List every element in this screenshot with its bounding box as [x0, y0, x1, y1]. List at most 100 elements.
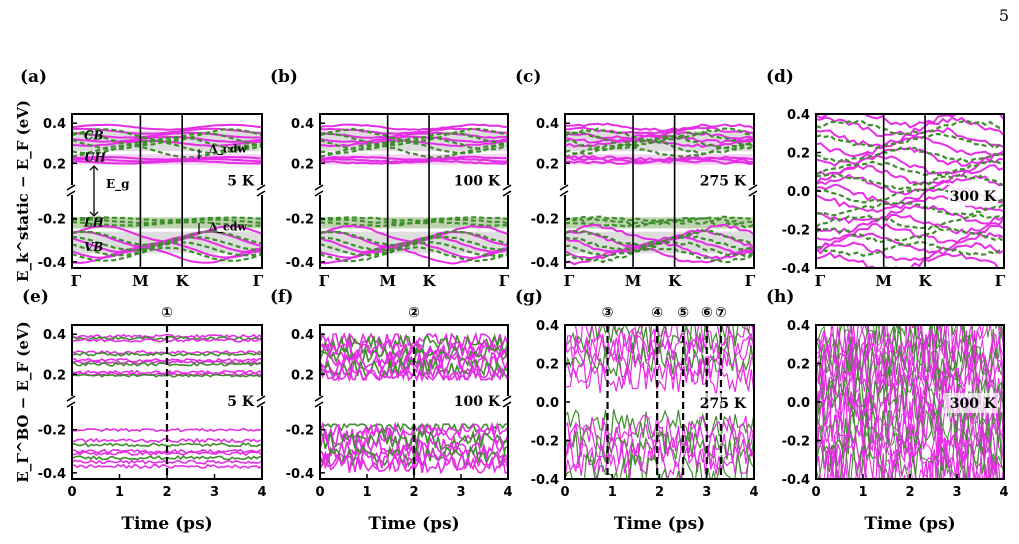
- y-tick-label: 0.0: [787, 185, 810, 200]
- y-tick-label: 0.4: [291, 328, 314, 343]
- level-trace: [565, 360, 754, 396]
- time-marker-label: ④: [651, 305, 663, 321]
- temperature-label: 300 K: [950, 189, 997, 205]
- level-trace: [565, 348, 754, 385]
- y-axis-label: E_Γ^BO − E_F (eV): [14, 321, 32, 482]
- x-tick-label: Γ: [564, 272, 575, 290]
- temp-bg: [944, 393, 998, 413]
- level-trace: [816, 341, 1004, 384]
- x-tick-label: Γ: [71, 272, 82, 290]
- level-trace: [320, 435, 508, 459]
- panel-f: 0.4 0.2 -0.2 -0.40 1 2 3 4 Time (ps) ② (f) 100 K: [270, 287, 513, 534]
- axis-break-mark: [66, 184, 76, 191]
- x-tick-label: M: [132, 272, 149, 290]
- level-trace: [816, 329, 1004, 396]
- level-trace: [816, 344, 1004, 414]
- band-cb-dashed: [565, 139, 754, 156]
- axis-break-gap: [315, 396, 325, 406]
- y-tick-label: -0.2: [286, 213, 314, 228]
- band-vb-dashed: [72, 246, 262, 262]
- temperature-label: 100 K: [454, 394, 501, 410]
- cdw-gap-label: Δ_cdw: [209, 142, 247, 156]
- axis-break-mark: [256, 190, 266, 197]
- axis-break-mark: [66, 395, 76, 402]
- x-tick-label: 1: [115, 485, 124, 500]
- panel-label: (e): [22, 287, 49, 307]
- temperature-label: 275 K: [700, 396, 747, 412]
- band-300k-dashed: [816, 200, 1004, 217]
- x-tick-label: Γ: [995, 272, 1006, 290]
- band-300k: [816, 114, 1004, 129]
- temperature-label: 300 K: [950, 396, 997, 412]
- y-tick-label: -0.2: [38, 424, 66, 439]
- band-vb-dashed: [72, 241, 262, 257]
- y-tick-label: 0.2: [291, 368, 314, 383]
- band-vb: [72, 235, 262, 254]
- band-300k: [816, 135, 1004, 158]
- band-vb: [320, 246, 508, 265]
- level-trace: [72, 450, 262, 457]
- y-tick-label: -0.2: [38, 213, 66, 228]
- band-300k: [816, 126, 1004, 149]
- x-axis-label: Time (ps): [864, 514, 955, 534]
- axis-break-gap: [749, 185, 759, 195]
- band-cb-dashed: [565, 134, 754, 152]
- y-tick-label: 0.2: [43, 368, 66, 383]
- band-uh: [72, 160, 262, 165]
- band-300k-dashed: [816, 159, 1004, 177]
- axis-break-gap: [503, 185, 513, 195]
- band-cb-dashed: [72, 143, 262, 159]
- x-axis-label: Time (ps): [614, 514, 705, 534]
- band-cb: [320, 123, 508, 132]
- band-cb-dashed: [72, 139, 262, 155]
- y-tick-label: 0.2: [787, 358, 810, 373]
- page-number: 5: [998, 6, 1009, 25]
- y-tick-label: -0.4: [782, 473, 810, 488]
- band-cb: [72, 123, 262, 131]
- band-300k-dashed: [816, 146, 1004, 163]
- band-cb: [72, 131, 262, 139]
- plot-area: [320, 123, 508, 265]
- x-tick-label: K: [423, 272, 437, 290]
- axis-break-gap: [67, 185, 77, 195]
- x-tick-label: 3: [702, 485, 711, 500]
- level-trace: [320, 428, 508, 453]
- x-axis-label: Time (ps): [121, 514, 212, 534]
- plot-area: [565, 325, 754, 479]
- level-trace: [565, 429, 754, 466]
- x-tick-label: M: [625, 272, 642, 290]
- axis-break-mark: [748, 184, 758, 191]
- y-tick-label: -0.2: [782, 435, 810, 450]
- gap-label: E_g: [106, 177, 130, 192]
- axis-break-gap: [315, 185, 325, 195]
- x-tick-label: 1: [608, 485, 617, 500]
- y-tick-label: -0.2: [782, 224, 810, 239]
- x-tick-label: 3: [456, 485, 465, 500]
- band-300k-dashed: [816, 227, 1004, 244]
- y-tick-label: -0.4: [286, 256, 314, 271]
- level-trace: [72, 442, 262, 448]
- y-tick-label: -0.4: [531, 473, 559, 488]
- plot-area: [72, 333, 262, 470]
- lh-shade: [72, 217, 262, 229]
- x-tick-label: M: [379, 272, 396, 290]
- y-tick-label: -0.2: [531, 435, 559, 450]
- x-tick-label: 4: [257, 485, 266, 500]
- panel-c: 0.4 0.2 -0.2 -0.4 Γ M K Γ (c) 275 K: [515, 67, 759, 290]
- level-trace: [72, 463, 262, 470]
- band-300k-dashed: [816, 186, 1004, 204]
- band-cb: [565, 134, 754, 145]
- panel-label: (c): [515, 67, 541, 87]
- band-vb: [565, 245, 754, 266]
- axis-break-mark: [256, 184, 266, 191]
- plot-area: [816, 114, 1004, 268]
- level-trace: [816, 365, 1004, 404]
- band-cb: [320, 135, 508, 144]
- y-tick-label: 0.0: [787, 396, 810, 411]
- band-300k-dashed: [816, 119, 1004, 136]
- x-tick-label: 2: [905, 485, 914, 500]
- y-tick-label: 0.2: [43, 157, 66, 172]
- lh-shade: [320, 217, 508, 229]
- y-tick-label: 0.4: [536, 117, 559, 132]
